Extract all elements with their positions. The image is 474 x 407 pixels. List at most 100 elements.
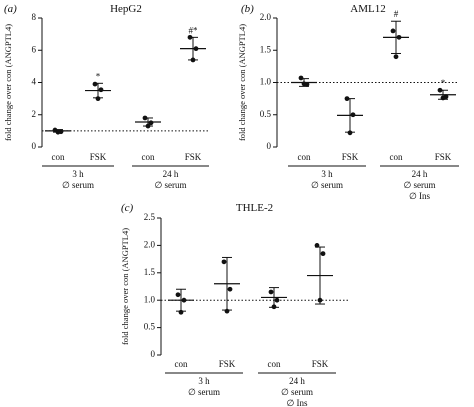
- y-tick-label: 8: [32, 12, 37, 22]
- group-label: ∅ serum: [311, 180, 343, 190]
- y-tick-label: 0: [32, 141, 37, 151]
- data-point: [440, 95, 446, 101]
- x-category-label: FSK: [219, 359, 236, 369]
- panel-hepg2: (a) HepG2 fold change over con (ANGPTL4) 0 2…: [3, 3, 210, 190]
- y-tick-label: 2.5: [144, 212, 156, 222]
- group-label: 24 h: [289, 376, 305, 386]
- panel-label: (b): [241, 3, 254, 15]
- data-point: [227, 286, 233, 292]
- data-point: [178, 309, 184, 315]
- series-con-2: #: [383, 9, 409, 60]
- group-label: 3 h: [198, 376, 210, 386]
- series-FSK-3: *: [430, 78, 456, 101]
- data-point: [390, 28, 396, 34]
- y-axis-label: fold change over con (ANGPTL4): [237, 24, 247, 141]
- y-axis-label: fold change over con (ANGPTL4): [3, 24, 13, 141]
- series-con-2: [261, 287, 287, 310]
- panel-aml12: (b) AML12 fold change over con (ANGPTL4) 0 0…: [237, 3, 459, 201]
- panel-thle-2: (c) THLE-2 fold change over con (ANGPTL4) 0…: [120, 202, 348, 407]
- y-axis-label: fold change over con (ANGPTL4): [120, 228, 130, 345]
- data-point: [344, 96, 350, 102]
- x-category-label: con: [390, 152, 403, 162]
- data-point: [92, 81, 98, 87]
- x-category-label: FSK: [342, 152, 359, 162]
- y-tick-label: 1.5: [144, 267, 156, 277]
- group-label: ∅ Ins: [409, 191, 431, 201]
- panel-label: (c): [121, 202, 134, 214]
- y-tick-label: 2: [32, 109, 37, 119]
- data-point: [221, 259, 227, 265]
- group-label: 24 h: [163, 169, 179, 179]
- data-point: [95, 96, 101, 102]
- y-tick-label: 0.5: [144, 322, 156, 332]
- y-tick-label: 0: [267, 141, 272, 151]
- data-point: [437, 87, 443, 93]
- x-category-label: con: [298, 152, 311, 162]
- data-point: [317, 297, 323, 303]
- series-con-0: [291, 75, 317, 87]
- data-point: [175, 292, 181, 298]
- group-label: 3 h: [72, 169, 84, 179]
- group-label: ∅ serum: [188, 387, 220, 397]
- x-category-label: FSK: [90, 152, 107, 162]
- significance-marker: *: [441, 78, 446, 88]
- y-tick-label: 2.0: [144, 239, 156, 249]
- data-point: [274, 297, 280, 303]
- group-label: 24 h: [412, 169, 428, 179]
- significance-marker: #: [394, 9, 399, 19]
- y-tick-label: 0.5: [260, 109, 272, 119]
- data-point: [181, 297, 187, 303]
- x-category-label: FSK: [435, 152, 452, 162]
- significance-marker: #*: [189, 25, 199, 35]
- data-point: [190, 57, 196, 63]
- y-tick-label: 1.5: [260, 44, 272, 54]
- series-FSK-1: [337, 96, 363, 136]
- x-category-label: con: [268, 359, 281, 369]
- series-FSK-3: #*: [180, 25, 206, 63]
- group-label: 3 h: [321, 169, 333, 179]
- data-point: [301, 81, 307, 87]
- group-label: ∅ serum: [281, 387, 313, 397]
- data-point: [55, 129, 61, 135]
- data-point: [347, 130, 353, 136]
- data-point: [298, 75, 304, 81]
- data-point: [320, 251, 326, 257]
- data-point: [145, 123, 151, 129]
- series-con-2: [135, 115, 161, 129]
- y-tick-label: 1.0: [260, 77, 272, 87]
- data-point: [268, 289, 274, 295]
- y-tick-label: 1.0: [144, 294, 156, 304]
- panel-title: HepG2: [110, 3, 142, 15]
- panel-title: THLE-2: [236, 202, 273, 214]
- data-point: [350, 112, 356, 118]
- panel-label: (a): [4, 3, 17, 15]
- group-label: ∅ serum: [403, 180, 435, 190]
- group-label: ∅ serum: [62, 180, 94, 190]
- series-FSK-3: [307, 243, 333, 305]
- data-point: [187, 34, 193, 40]
- series-FSK-1: *: [85, 71, 111, 102]
- data-point: [393, 54, 399, 60]
- significance-marker: *: [96, 71, 101, 81]
- x-category-label: con: [142, 152, 155, 162]
- data-point: [271, 304, 277, 310]
- y-tick-label: 6: [32, 44, 37, 54]
- x-category-label: FSK: [185, 152, 202, 162]
- data-point: [314, 243, 320, 248]
- data-point: [148, 120, 154, 126]
- group-label: ∅ serum: [154, 180, 186, 190]
- x-category-label: con: [52, 152, 65, 162]
- data-point: [224, 308, 230, 314]
- x-category-label: FSK: [312, 359, 329, 369]
- y-tick-label: 2.0: [260, 12, 272, 22]
- x-category-label: con: [175, 359, 188, 369]
- data-point: [193, 46, 199, 52]
- series-con-0: [45, 127, 71, 135]
- data-point: [142, 115, 148, 121]
- panel-title: AML12: [350, 3, 385, 15]
- y-tick-label: 0: [151, 349, 156, 359]
- group-label: ∅ Ins: [286, 398, 308, 407]
- data-point: [396, 34, 402, 40]
- data-point: [98, 87, 104, 93]
